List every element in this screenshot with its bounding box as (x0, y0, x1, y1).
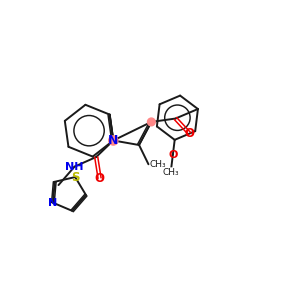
Text: O: O (94, 172, 105, 184)
Text: CH₃: CH₃ (150, 160, 166, 169)
Text: N: N (108, 134, 119, 147)
Text: N: N (48, 198, 58, 208)
Text: O: O (168, 150, 178, 160)
Circle shape (109, 136, 118, 145)
Circle shape (148, 118, 155, 126)
Text: O: O (185, 127, 195, 140)
Text: S: S (71, 171, 80, 184)
Text: CH₃: CH₃ (162, 168, 179, 177)
Text: NH: NH (65, 162, 84, 172)
